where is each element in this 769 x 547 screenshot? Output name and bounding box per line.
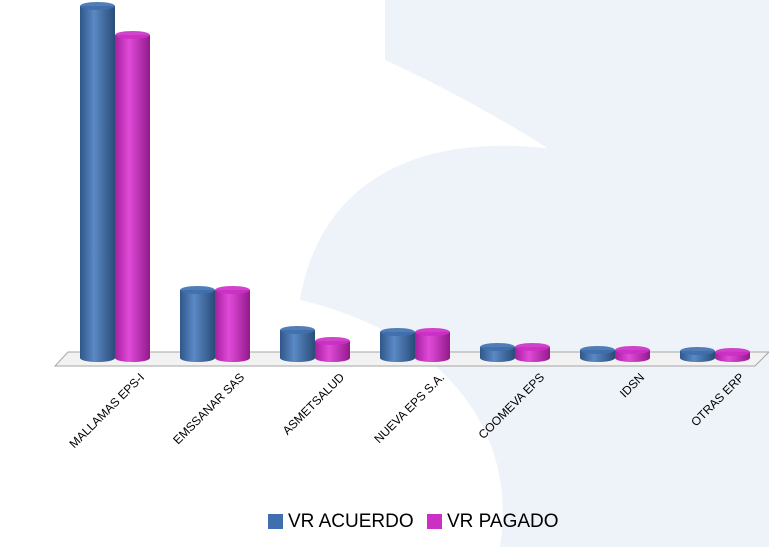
bar xyxy=(280,330,315,358)
bar xyxy=(380,332,415,358)
bar xyxy=(215,290,250,358)
bar xyxy=(180,290,215,358)
bar-top xyxy=(580,346,615,354)
bar-top xyxy=(80,2,115,10)
bar xyxy=(315,341,350,358)
x-tick-label: NUEVA EPS S.A. xyxy=(371,370,447,446)
bar-top xyxy=(315,337,350,345)
legend-label: VR ACUERDO xyxy=(288,511,414,532)
legend-swatch xyxy=(427,514,442,529)
bar-top xyxy=(715,348,750,356)
watermark xyxy=(300,0,769,547)
bar xyxy=(80,6,115,358)
bar-top xyxy=(515,343,550,351)
x-tick-label: MALLAMAS EPS-I xyxy=(66,370,147,451)
bar-top xyxy=(615,346,650,354)
legend-label: VR PAGADO xyxy=(447,511,559,532)
x-tick-label: EMSSANAR SAS xyxy=(170,370,247,447)
bar xyxy=(515,347,550,358)
bar-top xyxy=(215,286,250,294)
bar xyxy=(415,332,450,358)
bar xyxy=(115,35,150,358)
bar-top xyxy=(380,328,415,336)
bar-top xyxy=(480,343,515,351)
bar-top xyxy=(680,347,715,355)
bar-top xyxy=(180,286,215,294)
bar xyxy=(480,347,515,358)
bar-top xyxy=(280,326,315,334)
bar-top xyxy=(415,328,450,336)
bar-top xyxy=(115,31,150,39)
legend-swatch xyxy=(268,514,283,529)
x-tick-label: ASMETSALUD xyxy=(280,370,348,438)
